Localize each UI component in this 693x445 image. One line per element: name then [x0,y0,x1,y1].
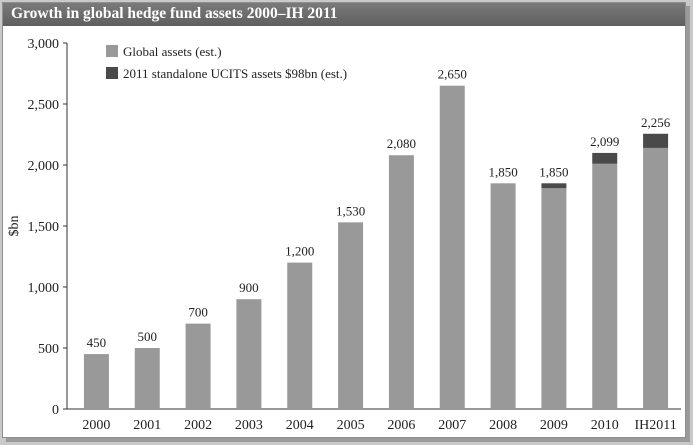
data-label: 1,530 [336,203,365,218]
y-tick-label: 500 [38,342,59,357]
bar-global-assets [490,183,516,409]
bar-global-assets [388,155,414,409]
y-tick-label: 1,000 [28,281,60,296]
legend-label: Global assets (est.) [123,44,222,59]
data-label: 900 [239,280,259,295]
data-label: 450 [87,335,107,350]
bar-global-assets [592,163,618,409]
x-tick-label: 2002 [184,418,212,433]
data-label: 2,650 [438,67,467,82]
y-tick-label: 1,500 [28,220,60,235]
data-label: 500 [138,329,158,344]
chart-title: Growth in global hedge fund assets 2000–… [11,5,338,22]
x-tick-label: 2003 [235,418,263,433]
legend-label: 2011 standalone UCITS assets $98bn (est.… [123,66,347,81]
y-tick-label: 2,000 [28,159,60,174]
bar-global-assets [338,222,364,409]
bar-global-assets [287,262,313,409]
y-tick-label: 3,000 [28,37,60,52]
bar-ucits-assets [592,152,618,164]
bar-global-assets [134,348,160,409]
x-tick-label: 2006 [387,418,415,433]
y-tick-label: 0 [52,403,59,418]
data-label: 1,850 [488,164,517,179]
data-label: 1,850 [539,164,568,179]
bar-global-assets [236,299,262,409]
bar-chart: 0 500 1,000 1,500 2,000 2,500 3,000 $bn 450 2000 5… [7,37,681,433]
x-tick-label: 2010 [591,418,619,433]
x-tick-label: 2005 [337,418,365,433]
bar-ucits-assets [643,133,669,148]
data-label: 1,200 [285,244,314,259]
bar-global-assets [185,323,211,409]
data-label: 2,099 [590,134,619,149]
x-tick-label: 2001 [133,418,161,433]
bar-ucits-assets [541,183,567,189]
y-axis-label: $bn [7,216,22,237]
x-tick-label: 2000 [82,418,110,433]
bar-global-assets [541,188,567,409]
data-label: 2,256 [641,115,671,130]
chart-frame: Growth in global hedge fund assets 2000–… [2,2,686,438]
x-tick-label: 2007 [438,418,466,433]
x-tick-label: 2009 [540,418,568,433]
data-label: 2,080 [387,136,416,151]
title-bar: Growth in global hedge fund assets 2000–… [3,3,685,26]
y-tick-label: 2,500 [28,98,60,113]
bar-global-assets [439,85,465,409]
data-label: 700 [188,305,208,320]
legend-swatch [106,67,118,79]
x-tick-label: IH2011 [634,418,676,433]
bar-global-assets [643,147,669,410]
legend-swatch [106,45,118,57]
x-tick-label: 2008 [489,418,517,433]
bar-global-assets [83,354,109,409]
x-tick-label: 2004 [286,418,314,433]
